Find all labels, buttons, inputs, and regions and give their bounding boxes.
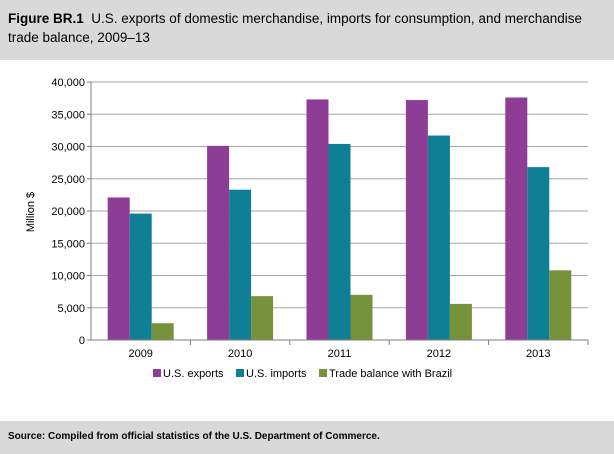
y-tick-label: 40,000 xyxy=(51,77,85,89)
bar-trade-balance-with-brazil-2011 xyxy=(350,294,373,340)
source-note: Source: Compiled from official statistic… xyxy=(8,431,380,442)
legend-swatch xyxy=(319,369,327,377)
x-tick-label: 2011 xyxy=(328,348,352,360)
bar-chart: 0 5,000 10,000 15,000 20,000 25,000 30,000 35,0… xyxy=(25,77,589,380)
legend: U.S. exports U.S. imports Trade balance wi… xyxy=(153,368,452,380)
y-tick-label: 0 xyxy=(79,335,85,347)
bar-trade-balance-with-brazil-2010 xyxy=(251,296,274,340)
legend-label: U.S. imports xyxy=(246,368,307,380)
x-tick-label: 2012 xyxy=(427,348,451,360)
source-bar: Source: Compiled from official statistic… xyxy=(0,421,614,454)
y-tick-label: 20,000 xyxy=(51,206,85,218)
y-tick-label: 25,000 xyxy=(51,174,85,186)
bar-u-s-imports-2012 xyxy=(427,135,450,340)
figure-title: Figure BR.1 U.S. exports of domestic mer… xyxy=(8,9,606,47)
bar-u-s-exports-2010 xyxy=(207,145,230,340)
y-tick-label: 5,000 xyxy=(57,303,85,315)
y-axis-label: Million $ xyxy=(25,192,37,232)
y-axis-ticks: 0 5,000 10,000 15,000 20,000 25,000 30,000 35,0… xyxy=(51,77,91,347)
bar-trade-balance-with-brazil-2009 xyxy=(151,323,174,340)
figure-title-text: U.S. exports of domestic merchandise, im… xyxy=(8,11,583,45)
figure-title-bar: Figure BR.1 U.S. exports of domestic mer… xyxy=(0,0,614,60)
bar-u-s-imports-2010 xyxy=(229,189,252,340)
y-tick-label: 35,000 xyxy=(51,109,85,121)
y-tick-label: 10,000 xyxy=(51,271,85,283)
bar-trade-balance-with-brazil-2013 xyxy=(549,270,572,340)
bar-u-s-exports-2013 xyxy=(505,97,528,340)
bar-trade-balance-with-brazil-2012 xyxy=(449,303,472,340)
bar-u-s-exports-2009 xyxy=(107,197,130,340)
axes xyxy=(90,82,588,341)
bar-u-s-exports-2011 xyxy=(306,99,329,340)
legend-label: Trade balance with Brazil xyxy=(329,368,452,380)
figure-label: Figure BR.1 xyxy=(8,11,84,26)
x-tick-label: 2013 xyxy=(526,348,550,360)
legend-swatch xyxy=(236,369,244,377)
bars xyxy=(107,97,572,340)
x-tick-label: 2009 xyxy=(128,348,152,360)
bar-u-s-imports-2009 xyxy=(129,213,152,340)
bar-u-s-imports-2013 xyxy=(527,167,550,340)
y-tick-label: 30,000 xyxy=(51,142,85,154)
x-tick-label: 2010 xyxy=(228,348,252,360)
legend-swatch xyxy=(153,369,161,377)
legend-label: U.S. exports xyxy=(163,368,224,380)
bar-u-s-imports-2011 xyxy=(328,143,351,340)
bar-u-s-exports-2012 xyxy=(405,100,428,340)
y-tick-label: 15,000 xyxy=(51,238,85,250)
x-axis-ticks: 2009 2010 2011 2012 2013 xyxy=(128,340,589,360)
